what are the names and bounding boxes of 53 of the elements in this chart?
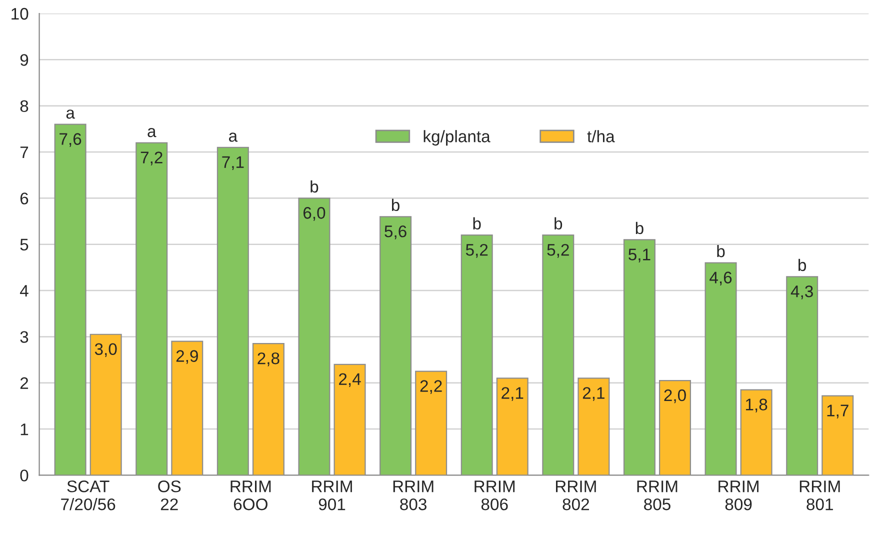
data-label: 6,0 [303,207,326,221]
x-tick-label: RRIM 6OO [230,480,271,510]
data-label: 7,1 [222,156,244,170]
y-tick-label: 7 [20,146,28,158]
x-tick-label: RRIM 901 [312,480,352,510]
x-tick-label: RRIM 802 [556,480,596,510]
annotation: a [66,110,75,119]
x-tick-label: RRIM 803 [393,480,434,510]
annotation: a [148,128,156,138]
y-tick-label: 10 [12,8,28,20]
x-tick-label: RRIM 806 [474,480,515,510]
annotation: a [228,132,238,142]
y-tick-label: 6 [20,192,28,204]
data-label: 1,7 [827,404,848,418]
y-tick-label: 2 [20,377,28,389]
y-tick-label: 1 [20,424,28,436]
x-tick-label: RRIM 809 [718,480,758,510]
annotation: b [798,258,806,272]
data-label: 1,8 [746,398,768,412]
x-tick-label: SCAT 7/20/56 [61,480,116,510]
data-label: 2,0 [664,389,686,404]
y-tick-label: 0 [20,470,28,482]
legend-label: kg/planta [424,130,490,146]
data-label: 2,1 [582,387,604,401]
data-label: 2,1 [502,387,524,401]
x-tick-label: OS 22 [158,480,181,510]
annotation: b [392,198,400,212]
x-tick-label: RRIM 805 [637,480,678,510]
annotation: b [554,217,562,230]
annotation: b [636,222,644,234]
data-label: 5,2 [466,244,488,258]
data-label: 7,2 [140,152,162,166]
data-label: 5,2 [547,244,569,258]
data-label: 2,8 [258,352,280,366]
data-label: 7,6 [60,133,82,147]
data-label: 5,6 [384,225,406,240]
y-tick-label: 3 [20,331,28,343]
annotation: b [310,180,318,193]
data-label: 4,3 [790,286,813,300]
y-tick-label: 5 [20,238,28,251]
annotation: b [473,217,481,230]
data-label: 2,4 [339,373,361,387]
x-tick-label: RRIM 801 [800,480,840,510]
annotation: b [717,244,725,258]
data-label: 2,2 [420,380,442,394]
data-label: 3,0 [94,343,117,357]
y-tick-label: 4 [20,285,28,297]
data-label: 4,6 [710,272,732,286]
y-tick-label: 9 [20,54,28,66]
legend-label: t/ha [587,130,615,142]
data-label: 5,1 [628,248,650,262]
data-label: 2,9 [176,350,198,364]
y-tick-label: 8 [20,100,28,112]
